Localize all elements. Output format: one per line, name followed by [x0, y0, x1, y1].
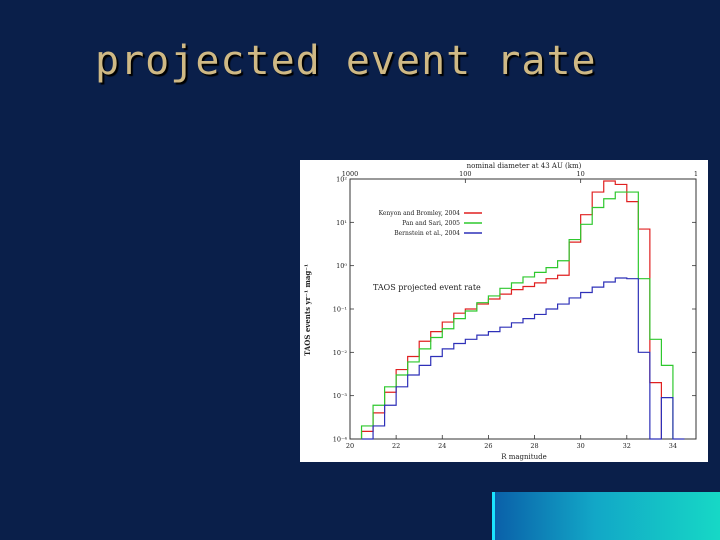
y-tick-label: 10⁻¹ — [333, 306, 348, 314]
event-rate-chart: 20 22 24 26 28 30 32 34 1000 100 10 1 10² 10¹ 10⁰ 10⁻¹ 1… — [303, 162, 698, 461]
x-tick-label: 20 — [346, 442, 354, 450]
legend-label-1: Kenyon and Bromley, 2004 — [379, 210, 461, 217]
x-tick-label: 34 — [669, 442, 677, 450]
x-axis-label: R magnitude — [501, 453, 546, 461]
slide-title: projected event rate — [95, 38, 597, 84]
y-tick-label: 10⁻² — [333, 349, 348, 357]
y-tick-label: 10⁻⁴ — [333, 436, 348, 444]
legend: Kenyon and Bromley, 2004 Pan and Sari, 20… — [379, 210, 482, 237]
chart-panel: 20 22 24 26 28 30 32 34 1000 100 10 1 10² 10¹ 10⁰ 10⁻¹ 1… — [300, 160, 708, 462]
ticks-layer: 20 22 24 26 28 30 32 34 1000 100 10 1 10² 10¹ 10⁰ 10⁻¹ 1… — [333, 170, 698, 450]
top-tick-label: 1 — [694, 170, 698, 178]
y-tick-label: 10⁻³ — [333, 392, 348, 400]
y-tick-label: 10² — [336, 176, 347, 184]
top-tick-label: 1000 — [342, 170, 359, 178]
chart-annotation: TAOS projected event rate — [373, 283, 481, 292]
legend-label-2: Pan and Sari, 2005 — [402, 220, 460, 227]
y-tick-label: 10¹ — [336, 219, 347, 227]
x-tick-label: 22 — [392, 442, 400, 450]
top-tick-label: 100 — [459, 170, 471, 178]
decorative-corner-gradient — [492, 492, 720, 540]
y-axis-label: TAOS events yr⁻¹ mag⁻¹ — [303, 264, 312, 356]
x-tick-label: 28 — [530, 442, 538, 450]
x-tick-label: 24 — [438, 442, 446, 450]
x-tick-label: 32 — [623, 442, 631, 450]
series-line-3 — [361, 277, 685, 440]
x-tick-label: 26 — [484, 442, 492, 450]
plot-frame — [349, 178, 697, 440]
x-tick-label: 30 — [577, 442, 585, 450]
top-axis-label: nominal diameter at 43 AU (km) — [467, 162, 582, 170]
series-line-1 — [360, 180, 662, 439]
top-tick-label: 10 — [577, 170, 585, 178]
legend-label-3: Bernstein et al., 2004 — [394, 230, 460, 237]
y-tick-label: 10⁰ — [336, 262, 347, 270]
series-layer — [360, 180, 685, 440]
series-line-2 — [360, 191, 674, 439]
